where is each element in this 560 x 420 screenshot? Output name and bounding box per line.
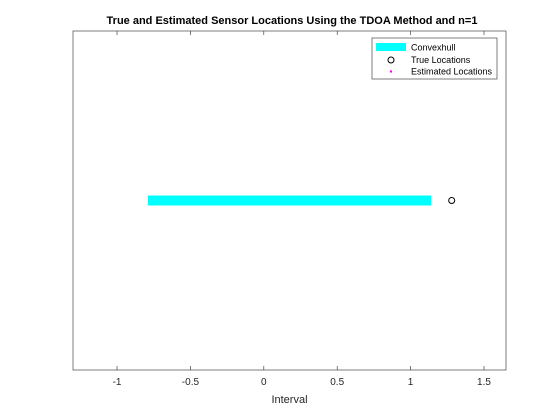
x-tick-label: -0.5 xyxy=(182,377,200,388)
legend-label-true-locations: True Locations xyxy=(411,55,471,65)
legend-true-locations-marker xyxy=(387,56,395,64)
legend-convexhull-swatch xyxy=(376,43,406,51)
chart-title: True and Estimated Sensor Locations Usin… xyxy=(107,15,478,27)
convexhull-band xyxy=(147,195,432,206)
legend-estimated-locations-marker xyxy=(389,70,393,73)
x-tick-label: 1.5 xyxy=(477,377,491,388)
legend-label-convexhull: Convexhull xyxy=(411,43,456,53)
x-tick-label: 1 xyxy=(408,377,414,388)
x-axis-ticks: -1 -0.5 0 0.5 1 1.5 xyxy=(113,31,491,388)
data-layer xyxy=(147,195,456,206)
plot-area: -1 -0.5 0 0.5 1 1.5 xyxy=(72,30,507,388)
x-tick-label: 0 xyxy=(261,377,267,388)
x-axis-label: Interval xyxy=(271,394,307,406)
x-tick-label: -1 xyxy=(113,377,122,388)
true-location-point xyxy=(448,197,456,204)
legend-label-estimated-locations: Estimated Locations xyxy=(411,67,493,77)
x-tick-label: 0.5 xyxy=(330,377,344,388)
legend[interactable]: Convexhull True Locations Estimated Loca… xyxy=(371,37,498,80)
